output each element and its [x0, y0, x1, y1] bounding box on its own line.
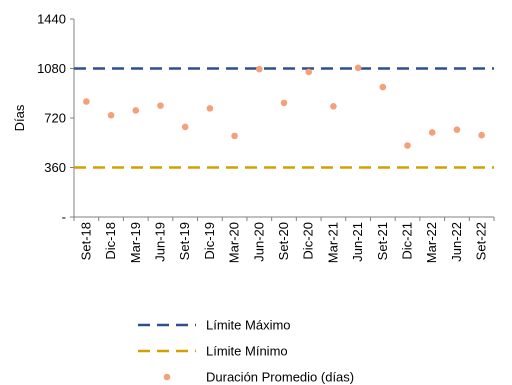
- x-tick-label: Jun-22: [449, 222, 464, 262]
- data-point: [83, 98, 90, 105]
- x-tick-label: Set-21: [375, 222, 390, 260]
- x-tick-label: Set-18: [78, 222, 93, 260]
- legend-swatch-point: [164, 374, 171, 381]
- data-point: [157, 102, 164, 109]
- x-tick-label: Set-20: [276, 222, 291, 260]
- data-point: [404, 142, 411, 149]
- data-point: [305, 69, 312, 76]
- x-tick-label: Jun-19: [152, 222, 167, 262]
- x-tick-label: Mar-21: [325, 222, 340, 263]
- data-point: [355, 65, 362, 72]
- data-point: [182, 124, 189, 131]
- data-point: [132, 107, 139, 114]
- data-point: [330, 103, 337, 110]
- data-point: [281, 100, 288, 107]
- x-tick-label: Mar-19: [128, 222, 143, 263]
- x-tick-label: Set-22: [474, 222, 489, 260]
- data-point: [380, 84, 387, 91]
- data-point: [478, 132, 485, 139]
- x-tick-label: Dic-21: [400, 222, 415, 260]
- legend: Límite Máximo Límite Mínimo Duración Prome…: [138, 318, 354, 385]
- y-tick-label: 1080: [37, 61, 66, 76]
- y-tick-label: 360: [44, 160, 66, 175]
- y-axis: - 360 720 1080 1440: [37, 12, 74, 225]
- data-point: [429, 129, 436, 136]
- x-axis: Set-18 Dic-18 Mar-19 Jun-19 Set-19 Dic-19 Mar-…: [74, 217, 494, 263]
- x-tick-label: Dic-19: [202, 222, 217, 260]
- y-tick-label: -: [62, 210, 66, 225]
- limit-lines: [74, 69, 494, 168]
- x-tick-label: Dic-20: [301, 222, 316, 260]
- x-tick-label: Set-19: [177, 222, 192, 260]
- x-tick-label: Dic-18: [103, 222, 118, 260]
- data-point: [256, 66, 263, 73]
- y-tick-label: 720: [44, 111, 66, 126]
- x-tick-label: Jun-21: [350, 222, 365, 262]
- x-tick-label: Mar-22: [424, 222, 439, 263]
- legend-label: Límite Máximo: [206, 318, 291, 333]
- legend-label: Límite Mínimo: [206, 344, 288, 359]
- data-point: [231, 133, 238, 140]
- data-point: [108, 112, 115, 119]
- y-axis-title: Días: [12, 104, 27, 131]
- y-tick-label: 1440: [37, 12, 66, 27]
- x-tick-label: Mar-20: [227, 222, 242, 263]
- legend-label: Duración Promedio (días): [206, 370, 354, 385]
- data-point: [454, 126, 461, 133]
- data-points: [83, 65, 485, 149]
- data-point: [207, 105, 214, 112]
- x-tick-label: Jun-20: [251, 222, 266, 262]
